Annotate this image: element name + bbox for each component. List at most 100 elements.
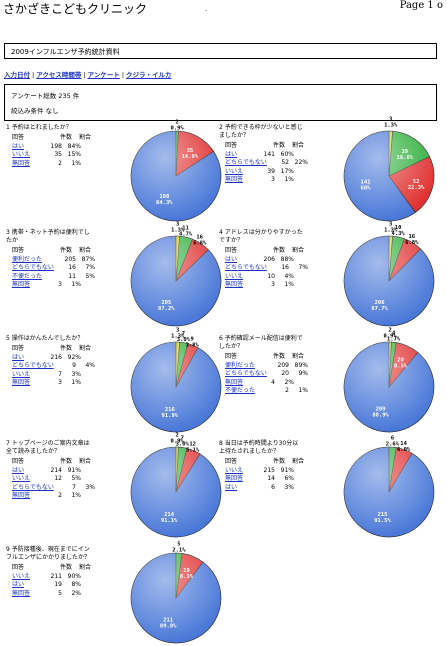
answer-link[interactable]: どちらでもない [12,264,54,271]
answer-table-header: 回答 件数 割合 [225,142,308,151]
pie-data-label: 91.1% [161,518,178,524]
answer-link[interactable]: 不便だった [12,272,43,280]
answer-link[interactable]: 無回答 [12,492,31,499]
pie-data-label: 87.2% [158,306,175,312]
pie-data-label: 215 [378,512,388,518]
column-header: 件数 [59,564,72,571]
answer-link[interactable]: はい [225,150,238,158]
answer-link[interactable]: いいえ [12,151,31,158]
column-header: 件数 [59,247,72,254]
question-block: 5 操作はかんたんでしたか？ 回答 件数 割合 はい 216 92% どちらでもない 9 4% いい… [6,335,95,388]
answer-link[interactable]: はい [225,255,238,263]
answer-count: 2 [285,387,289,394]
answer-link[interactable]: どちらでもない [225,159,267,166]
answer-percent: 1% [284,176,294,183]
answer-count: 3 [271,176,275,183]
answer-link[interactable]: いいえ [225,167,244,175]
answer-link[interactable]: いいえ [12,572,31,580]
answer-link[interactable]: いいえ [12,370,31,378]
nav-separator: | [83,71,86,79]
answer-percent: 1% [284,281,294,288]
answer-link[interactable]: はい [12,581,25,588]
question-title: 2 予約できる枠が少ないと感じ ましたか？ [219,124,303,139]
answer-link[interactable]: 便利だった [12,255,43,263]
column-header: 割合 [78,564,91,571]
answer-link[interactable]: どちらでもない [225,264,267,271]
answer-count: 11 [68,272,76,280]
answer-link[interactable]: 不便だった [225,387,256,394]
nav-link-access-time[interactable]: アクセス時間帯 [36,71,82,79]
answer-table-header: 回答 件数 割合 [225,247,308,256]
pie-data-label: 6 [391,435,395,441]
answer-link[interactable]: どちらでもない [12,362,54,369]
answer-link[interactable]: はい [12,142,25,150]
column-header: 割合 [291,247,304,254]
pie-data-label: 10 [395,225,402,231]
answer-link[interactable]: 無回答 [12,379,31,386]
nav-link-input-date[interactable]: 入力日付 [4,71,30,79]
pie-data-label: 1.3% [384,227,398,233]
pie-gloss [344,131,434,221]
answer-link[interactable]: 無回答 [225,176,244,183]
answer-link[interactable]: はい [225,483,238,491]
answer-count: 198 [50,142,62,150]
column-header: 件数 [272,458,285,465]
answer-percent: 90% [67,572,81,580]
answer-row: いいえ 35 15% [12,151,91,160]
answer-link[interactable]: はい [12,466,25,474]
answer-count: 209 [277,361,289,369]
pie-data-label: 3 [176,327,179,333]
answer-percent: 4% [284,272,294,280]
answer-row: 不便だった 2 1% [225,387,308,396]
answer-table-header: 回答 件数 割合 [12,134,91,143]
answer-link[interactable]: 無回答 [225,281,244,288]
question-title: 1 予約はとれましたか？ [6,124,72,131]
answer-link[interactable]: 無回答 [225,378,244,386]
question-block: 6 予約確認メール配信は便利で したか？ 回答 件数 割合 便利だった 209 89% どちら… [219,335,308,396]
answer-row: どちらでもない 52 22% [225,159,308,168]
answer-link[interactable]: いいえ [12,475,31,482]
answer-link[interactable]: 無回答 [12,159,31,167]
answer-link[interactable]: はい [12,353,25,361]
pie-data-label: 20 [397,358,404,364]
header-dot: . [205,5,208,13]
answer-link[interactable]: 無回答 [12,281,31,288]
pie-data-label: 5 [177,541,180,547]
answer-link[interactable]: どちらでもない [225,370,267,377]
answer-count: 10 [267,272,275,280]
answer-link[interactable]: いいえ [225,466,244,474]
answer-count: 7 [58,370,62,378]
pie-data-label: 39 [401,149,408,155]
pie-data-label: 11 [182,225,189,231]
pie-data-label: 8.5% [394,364,408,370]
answer-link[interactable]: 無回答 [225,475,244,482]
answer-row: どちらでもない 7 3% [12,484,95,493]
answer-link[interactable]: いいえ [225,272,244,280]
question-title: 6 予約確認メール配信は便利で したか？ [219,335,303,350]
pie-data-label: 0.9% [383,333,397,339]
answer-link[interactable]: 便利だった [225,361,256,369]
answer-percent: 3% [85,483,95,491]
nav-link-whale-dolphin[interactable]: クジラ・イルカ [126,71,172,79]
answer-link[interactable]: 無回答 [12,589,31,597]
pie-data-label: 216 [165,407,176,413]
column-header: 回答 [225,458,238,465]
column-header: 回答 [12,134,25,141]
question-title: 4 アドレスは分かりやすかった ですか？ [219,229,303,244]
survey-total: アンケート総数 235 件 [11,92,80,100]
answer-count: 3 [271,281,275,288]
answer-row: 無回答 3 1% [12,379,95,388]
nav-link-survey[interactable]: アンケート [87,71,120,79]
pie-data-label: 206 [375,300,386,306]
answer-count: 216 [50,353,62,361]
answer-link[interactable]: どちらでもない [12,483,54,491]
question-block: 3 携帯・ネット予約は便利でし たか 回答 件数 割合 便利だった 205 87% どちらでも… [6,229,95,290]
answer-count: 214 [50,466,62,474]
answer-percent: 6% [284,475,294,482]
answer-row: はい 198 84% [12,143,91,152]
answer-count: 7 [72,483,76,491]
pie-data-label: 7 [182,331,185,337]
answer-row: どちらでもない 9 4% [12,362,95,371]
